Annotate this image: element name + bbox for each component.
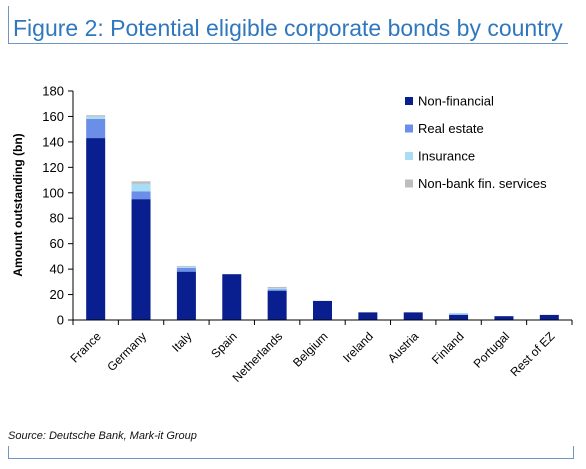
y-axis: 0 20 40 60 80 100 120 140 160 180: [42, 84, 74, 328]
x-tick-label: Austria: [385, 329, 422, 366]
legend-label: Real estate: [418, 121, 484, 136]
x-tick-label: Belgium: [290, 329, 331, 370]
legend-swatch: [405, 179, 413, 188]
x-tick-label: Italy: [169, 329, 194, 354]
x-tick-label: Germany: [104, 329, 149, 374]
bar-segment: [539, 314, 559, 320]
y-tick-label: 60: [50, 236, 64, 251]
bar-segment: [449, 314, 469, 315]
bar-segment: [86, 116, 106, 119]
bar-segment: [267, 290, 287, 320]
bar-segment: [267, 289, 287, 291]
bar-segment: [86, 115, 106, 117]
bar-segment: [267, 288, 287, 290]
y-tick-label: 160: [42, 109, 64, 124]
y-tick-label: 120: [42, 160, 64, 175]
y-tick-label: 100: [42, 185, 64, 200]
legend-swatch: [405, 97, 413, 105]
legend-swatch: [405, 152, 413, 160]
bar-segment: [176, 265, 196, 267]
y-tick-label: 40: [50, 262, 64, 277]
bar-segment: [176, 266, 196, 268]
x-tick-label: France: [67, 329, 104, 366]
bar-segment: [176, 271, 196, 320]
legend-label: Insurance: [418, 149, 475, 164]
x-tick-label: Finland: [429, 329, 467, 367]
bar-segment: [176, 267, 196, 272]
bar-segment: [131, 181, 151, 184]
bar-segment: [131, 199, 151, 320]
bar-segment: [222, 274, 242, 320]
y-tick-label: 20: [50, 287, 64, 302]
y-axis-label: Amount outstanding (bn): [11, 133, 25, 276]
source-note: Source: Deutsche Bank, Mark-it Group: [8, 430, 197, 442]
bar-segment: [403, 312, 423, 320]
legend: Non-financial Real estate Insurance Non-ban…: [405, 94, 547, 191]
legend-label: Non-bank fin. services: [418, 176, 547, 191]
bar-segment: [449, 314, 469, 320]
bar-segment: [86, 138, 106, 320]
x-tick-label: Portugal: [471, 329, 513, 371]
bottom-frame: [8, 446, 574, 459]
bar-segment: [313, 300, 332, 320]
bar-segment: [86, 118, 106, 139]
y-tick-label: 80: [50, 211, 64, 226]
bar-segment: [358, 312, 378, 320]
bar-segment: [449, 313, 469, 315]
x-tick-label: Spain: [208, 329, 240, 361]
y-tick-label: 180: [42, 84, 64, 99]
y-tick-label: 0: [57, 313, 64, 328]
x-tick-label: Rest of EZ: [507, 329, 557, 379]
figure-title: Figure 2: Potential eligible corporate b…: [8, 6, 568, 44]
bar-segment: [131, 191, 151, 200]
legend-label: Non-financial: [418, 94, 494, 109]
bars: [86, 115, 559, 320]
bar-segment: [494, 316, 514, 320]
x-tick-label: Ireland: [340, 329, 376, 365]
stacked-bar-chart: 0 20 40 60 80 100 120 140 160 180 France Germany It…: [11, 84, 573, 385]
bar-segment: [131, 183, 151, 192]
y-tick-label: 140: [42, 134, 64, 149]
bar-segment: [267, 286, 287, 289]
legend-swatch: [405, 124, 413, 133]
